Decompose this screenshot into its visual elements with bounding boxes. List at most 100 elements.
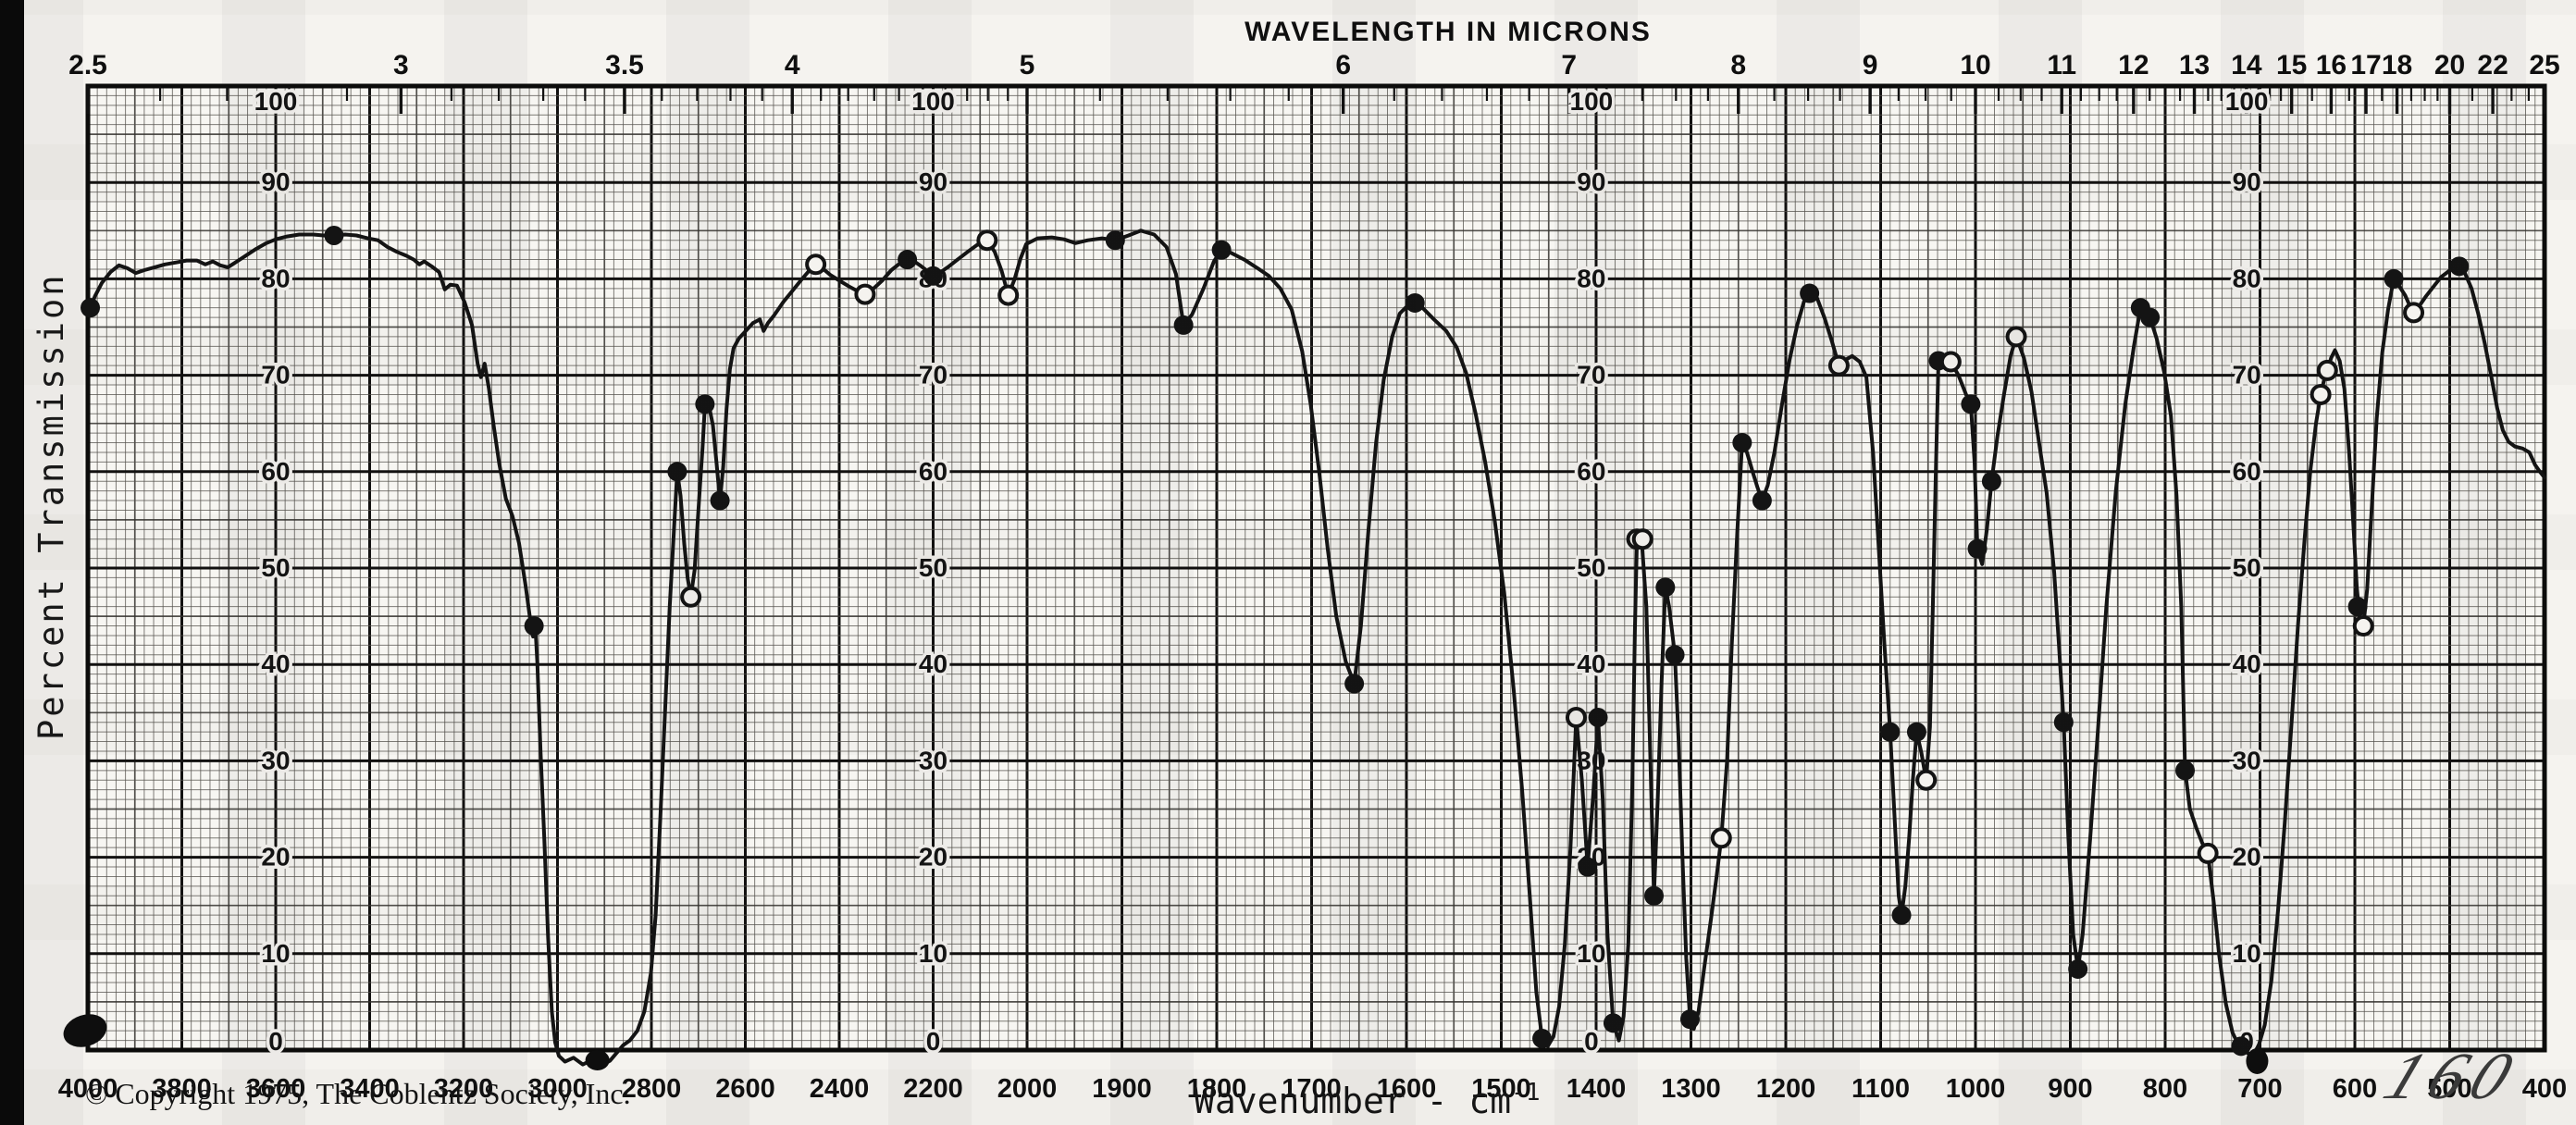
percent-scale-label: 20 [2233, 843, 2261, 872]
peak-marker-filled [2384, 268, 2404, 289]
peak-marker-filled [2068, 958, 2088, 979]
peak-marker-filled [1961, 394, 1981, 414]
bottom-axis-tick-label: 2600 [715, 1074, 775, 1104]
percent-scale-label: 50 [261, 553, 290, 582]
percent-scale-label: 70 [919, 361, 947, 389]
percent-scale-label: 90 [919, 167, 947, 196]
ink-smudge [585, 1050, 610, 1070]
peak-marker-filled [1532, 1028, 1553, 1048]
bottom-axis-tick-label: 1900 [1092, 1074, 1152, 1104]
y-axis-title: Percent Transmission [31, 272, 71, 740]
top-axis-tick-label: 6 [1335, 50, 1351, 80]
percent-scale-label: 0 [268, 1027, 283, 1056]
transmission-curve [86, 229, 2546, 1068]
top-axis-tick-label: 2.5 [68, 50, 107, 80]
top-axis-tick-label: 13 [2179, 50, 2210, 80]
peak-marker-filled [1603, 1013, 1623, 1033]
percent-scale-label: 70 [2233, 361, 2261, 389]
percent-scale-label: 40 [261, 649, 290, 678]
percent-scale-label: 10 [2233, 939, 2261, 968]
peak-marker-filled [898, 250, 918, 270]
top-axis-tick-label: 9 [1863, 50, 1878, 80]
percent-scale-label: 70 [261, 361, 290, 389]
peak-marker-open [680, 586, 702, 608]
bottom-axis-tick-label: 1800 [1187, 1074, 1247, 1104]
bottom-axis-tick-label: 2800 [622, 1074, 682, 1104]
percent-scale-label: 100 [1570, 87, 1614, 116]
bottom-axis-tick-label: 1000 [1946, 1074, 2006, 1104]
percent-scale-label: 90 [2233, 167, 2261, 196]
top-axis-tick-label: 18 [2382, 50, 2412, 80]
bottom-axis-tick-label: 500 [2427, 1074, 2471, 1104]
percent-scale-label: 100 [2225, 87, 2269, 116]
top-axis-tick-label: 15 [2276, 50, 2307, 80]
bottom-axis-tick-label: 3600 [246, 1074, 306, 1104]
peak-marker-filled [1644, 885, 1665, 906]
bottom-axis-tick-label: 1600 [1377, 1074, 1437, 1104]
peak-marker-filled [1578, 857, 1598, 877]
peak-marker-filled [1800, 283, 1820, 303]
percent-scale-label: 90 [261, 167, 290, 196]
bottom-axis-tick-label: 3000 [527, 1074, 588, 1104]
peak-marker-open [805, 253, 827, 276]
bottom-axis-tick-label: 1100 [1852, 1074, 1910, 1104]
peak-marker-filled [1906, 722, 1926, 742]
x-axis-title-text: Wavenumber - cm [1194, 1081, 1512, 1121]
peak-marker-filled [80, 298, 101, 318]
top-axis-tick-label: 12 [2118, 50, 2149, 80]
peak-marker-open [2197, 842, 2219, 864]
percent-scale-label: 80 [2233, 264, 2261, 292]
bottom-axis-tick-label: 2000 [997, 1074, 1058, 1104]
peak-marker-open [976, 229, 998, 252]
bottom-axis-tick-label: 1400 [1567, 1074, 1627, 1104]
peak-marker-filled [1981, 471, 2001, 491]
peak-marker-open [2352, 615, 2374, 637]
peak-marker-filled [324, 226, 344, 246]
percent-scale-label: 50 [2233, 553, 2261, 582]
bottom-axis-tick-label: 3400 [340, 1074, 400, 1104]
bottom-axis-tick-label: 1200 [1756, 1074, 1816, 1104]
percent-scale-label: 70 [1577, 361, 1605, 389]
bottom-axis-tick-label: 3200 [434, 1074, 494, 1104]
bottom-axis-tick-label: 600 [2333, 1074, 2377, 1104]
percent-scale-label: 60 [2233, 457, 2261, 486]
peak-marker-filled [2175, 760, 2196, 781]
peak-marker-filled [524, 616, 544, 637]
percent-scale-label: 60 [919, 457, 947, 486]
x-axis-title-superscript: -1 [1511, 1079, 1541, 1106]
bottom-axis-tick-label: 400 [2522, 1074, 2567, 1104]
peak-marker-filled [1211, 240, 1232, 260]
percent-scale-label: 40 [919, 649, 947, 678]
peak-marker-filled [2231, 1036, 2251, 1057]
percent-scale-label: 50 [1577, 553, 1605, 582]
top-axis-tick-label: 14 [2231, 50, 2262, 80]
peak-marker-open [1827, 354, 1850, 377]
percent-scale-label: 80 [261, 264, 290, 292]
bottom-axis-tick-label: 3800 [152, 1074, 212, 1104]
peak-marker-filled [1173, 315, 1194, 335]
percent-scale-label: 30 [261, 746, 290, 774]
peak-marker-filled [1655, 577, 1676, 598]
top-axis-tick-label: 3.5 [605, 50, 644, 80]
peak-marker-filled [1880, 722, 1901, 742]
percent-scale-label: 0 [926, 1027, 941, 1056]
peak-marker-filled [2140, 307, 2161, 328]
percent-scale-label: 50 [919, 553, 947, 582]
percent-scale-label: 30 [2233, 746, 2261, 774]
peak-marker-open [2316, 359, 2338, 381]
percent-scale-label: 20 [919, 843, 947, 872]
bottom-axis-tick-label: 1500 [1471, 1074, 1531, 1104]
peak-marker-filled [1891, 905, 1912, 925]
copyright-text: © Copyright 1975, The Coblentz Society, … [85, 1077, 631, 1110]
percent-scale-label: 60 [261, 457, 290, 486]
top-axis-title: WAVELENGTH IN MICRONS [1245, 17, 1652, 47]
peak-marker-filled [1665, 645, 1685, 665]
top-axis-tick-label: 25 [2529, 50, 2559, 80]
peak-marker-open [2403, 302, 2425, 324]
peak-marker-filled [2449, 256, 2470, 277]
ink-smudge [63, 1014, 107, 1047]
peak-marker-filled [667, 462, 687, 482]
percent-scale-label: 90 [1577, 167, 1605, 196]
